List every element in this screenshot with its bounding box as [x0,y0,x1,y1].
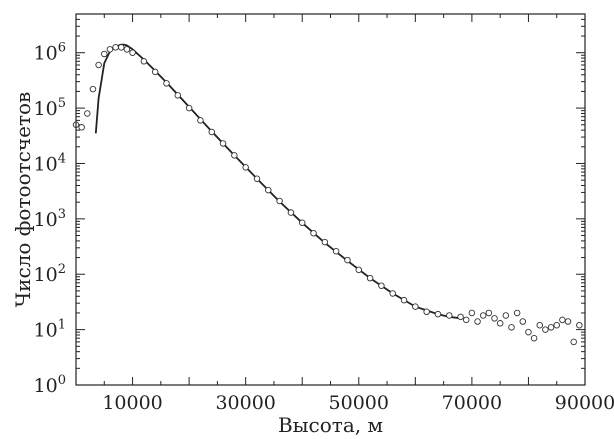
data-point [140,58,148,65]
data-point [84,110,91,117]
fit-curve [94,43,461,320]
data-point [101,50,108,58]
y-axis-label: Число фотоотсчетов [11,92,35,308]
data-point [485,309,493,317]
data-point [474,318,481,325]
data-point [462,316,470,324]
x-tick-labels: 10000 30000 50000 70000 90000 [102,392,614,414]
data-point [542,326,549,333]
y-tick-label: 106 [34,41,66,65]
data-point [151,68,159,76]
x-tick-label: 90000 [555,392,614,414]
data-point [502,312,510,319]
data-point [536,321,544,329]
data-point [208,128,215,136]
fit-curve-layer [94,43,461,320]
data-point [570,338,577,346]
data-points-layer [72,44,583,346]
data-point [479,312,487,319]
data-point [553,321,560,329]
data-point [287,209,295,216]
data-point [525,328,532,336]
data-point [112,44,119,51]
data-point [123,46,131,53]
data-point [412,303,419,310]
y-tick-label: 102 [34,262,66,286]
x-tick-label: 50000 [329,392,389,414]
data-point [242,164,249,171]
data-point [389,290,396,297]
data-point [344,256,351,264]
data-point [310,229,317,237]
data-point [174,92,182,99]
data-point [298,219,306,227]
data-point [559,316,566,324]
data-point [106,46,114,53]
data-point [378,282,385,289]
data-point [513,309,521,317]
data-point [491,315,498,322]
y-tick-labels: 100 101 102 103 104 105 106 [34,41,66,397]
data-point [332,248,340,255]
data-point [434,310,442,318]
data-point [231,152,238,159]
data-point [117,44,125,51]
data-point [78,124,85,131]
data-point [423,308,430,316]
data-point [400,296,408,304]
x-tick-label: 70000 [442,392,502,414]
data-point [276,197,283,205]
data-point [129,49,136,56]
data-point [89,85,97,93]
data-point [508,324,515,331]
data-point [185,104,193,112]
data-point [519,318,527,325]
data-point [321,238,329,246]
x-tick-label: 30000 [215,392,275,414]
data-point [576,321,583,329]
y-tick-label: 105 [34,96,66,120]
data-point [163,80,170,87]
data-point [530,334,538,342]
y-tick-label: 100 [34,373,66,397]
y-tick-label: 104 [34,151,66,175]
data-point [355,266,363,274]
data-point [457,313,464,321]
x-tick-label: 10000 [102,392,162,414]
ticks-layer [75,13,586,386]
data-point [366,274,374,282]
data-point [446,312,453,319]
y-tick-label: 103 [34,207,66,231]
x-axis-label: Высота, м [278,413,383,437]
data-point [564,318,572,325]
plot-frame [75,13,586,386]
y-tick-label: 101 [34,318,66,342]
data-point [219,140,227,147]
data-point [468,309,476,317]
data-point [496,320,504,327]
data-point [265,186,272,194]
data-point [197,117,204,124]
data-point [253,175,261,182]
data-point [547,324,555,331]
data-point [95,61,102,69]
